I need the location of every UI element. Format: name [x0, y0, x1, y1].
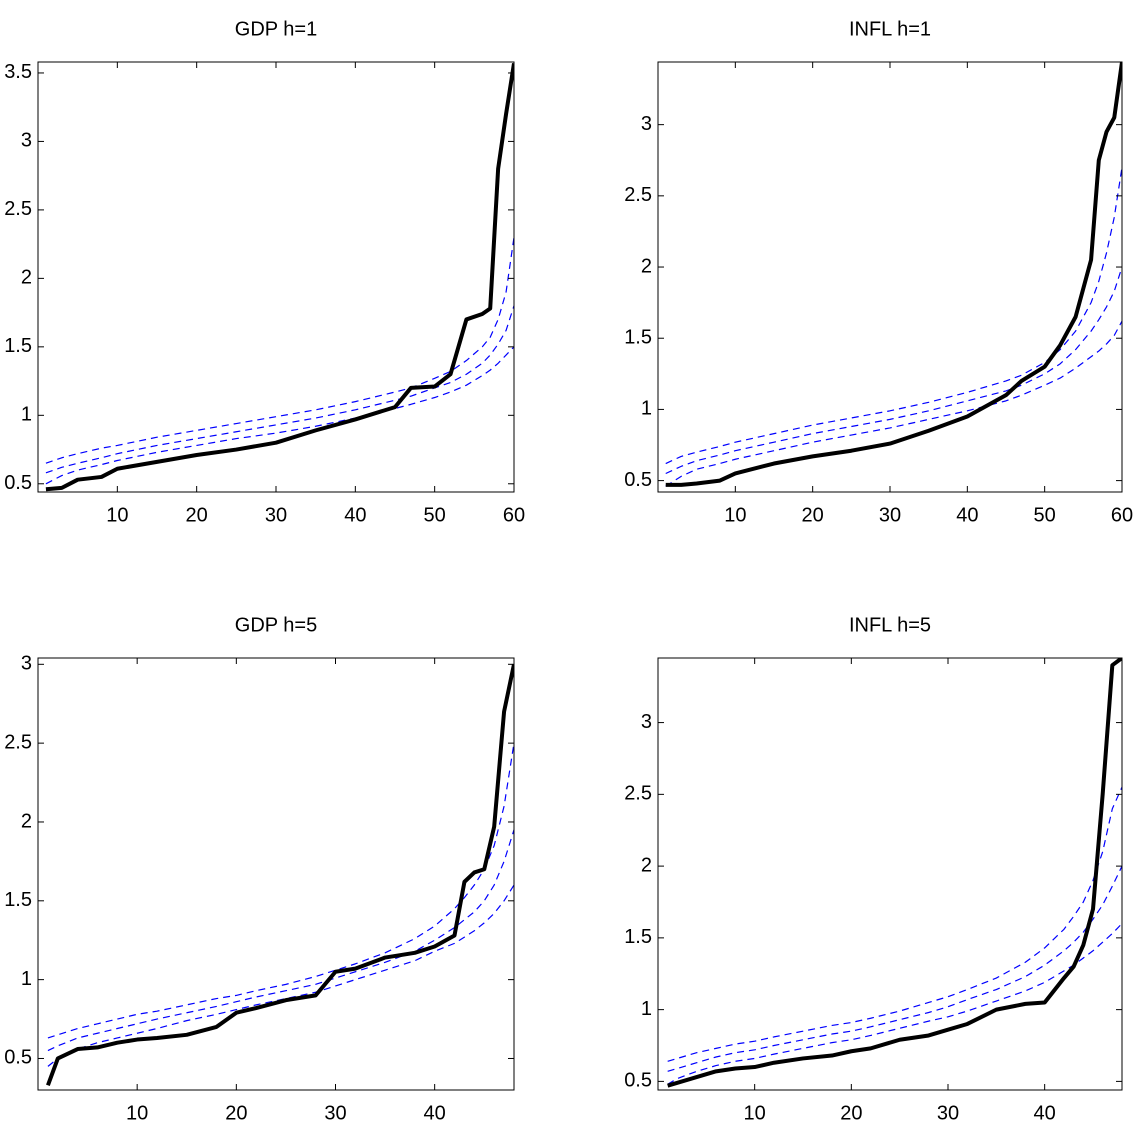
series-line	[667, 658, 1122, 1088]
series-line	[45, 305, 514, 474]
x-tick-label: 10	[126, 1102, 148, 1124]
x-tick-label: 10	[106, 504, 128, 526]
y-tick-label: 2.5	[4, 731, 32, 753]
x-tick-label: 20	[840, 1102, 862, 1124]
x-tick-label: 40	[344, 504, 366, 526]
y-tick-label: 2.5	[624, 184, 652, 206]
y-tick-label: 1.5	[4, 889, 32, 911]
y-tick-label: 0.5	[624, 469, 652, 491]
series-line	[665, 62, 1122, 487]
y-tick-label: 1.5	[624, 327, 652, 349]
series-line	[667, 786, 1122, 1062]
x-tick-label: 30	[324, 1102, 346, 1124]
series-line	[45, 346, 514, 485]
subplot: INFL h=5 0.5 1 1.5 2 2.5 3 10 20 30 40	[624, 614, 1123, 1124]
chart-title: GDP h=1	[235, 18, 317, 40]
x-tick-label: 50	[424, 504, 446, 526]
x-tick-label: 10	[724, 504, 746, 526]
y-tick-label: 3	[21, 130, 32, 152]
series-line	[47, 829, 514, 1052]
y-tick-label: 2	[21, 267, 32, 289]
x-tick-label: 60	[1111, 504, 1133, 526]
subplot: GDP h=1 0.5 1 1.5 2 2.5 3 3.5 10 20 30 40 50 60	[4, 18, 525, 526]
y-tick-label: 1.5	[4, 335, 32, 357]
x-tick-label: 10	[744, 1102, 766, 1124]
y-tick-label: 3	[21, 653, 32, 675]
series-line	[45, 63, 514, 492]
series-line	[46, 663, 514, 1086]
y-tick-label: 0.5	[624, 1070, 652, 1092]
y-tick-label: 3	[641, 113, 652, 135]
x-tick-label: 30	[265, 504, 287, 526]
y-tick-label: 2.5	[624, 783, 652, 805]
x-tick-label: 50	[1034, 504, 1056, 526]
y-tick-label: 1	[641, 398, 652, 420]
x-tick-label: 60	[503, 504, 525, 526]
y-tick-label: 1	[21, 404, 32, 426]
y-tick-label: 0.5	[4, 1047, 32, 1069]
x-tick-label: 30	[879, 504, 901, 526]
axes-box	[37, 657, 515, 1091]
subplot: GDP h=5 0.5 1 1.5 2 2.5 3 10 20 30 40	[4, 614, 515, 1124]
y-tick-label: 1	[21, 968, 32, 990]
y-tick-label: 2	[641, 854, 652, 876]
y-tick-label: 2	[21, 810, 32, 832]
y-tick-label: 0.5	[4, 472, 32, 494]
y-tick-label: 1.5	[624, 926, 652, 948]
y-tick-label: 2.5	[4, 198, 32, 220]
series-line	[47, 884, 514, 1067]
y-tick-label: 2	[641, 255, 652, 277]
axes-box	[37, 61, 515, 493]
series-line	[665, 167, 1122, 465]
chart-title: INFL h=5	[849, 614, 931, 636]
series-line	[665, 320, 1122, 487]
series-line	[45, 237, 514, 464]
chart-title: INFL h=1	[849, 18, 931, 40]
subplot: INFL h=1 0.5 1 1.5 2 2.5 3 10 20 30 40 50 60	[624, 18, 1133, 526]
x-tick-label: 30	[937, 1102, 959, 1124]
y-tick-label: 3	[641, 711, 652, 733]
series-line	[667, 923, 1122, 1085]
x-tick-label: 20	[186, 504, 208, 526]
x-tick-label: 20	[802, 504, 824, 526]
axes-box	[657, 657, 1123, 1091]
x-tick-label: 20	[225, 1102, 247, 1124]
x-tick-label: 40	[1034, 1102, 1056, 1124]
chart-title: GDP h=5	[235, 614, 317, 636]
series-line	[667, 865, 1122, 1072]
y-tick-label: 3.5	[4, 61, 32, 83]
series-line	[47, 743, 514, 1039]
x-tick-label: 40	[956, 504, 978, 526]
series-line	[665, 266, 1122, 475]
x-tick-label: 40	[424, 1102, 446, 1124]
y-tick-label: 1	[641, 998, 652, 1020]
